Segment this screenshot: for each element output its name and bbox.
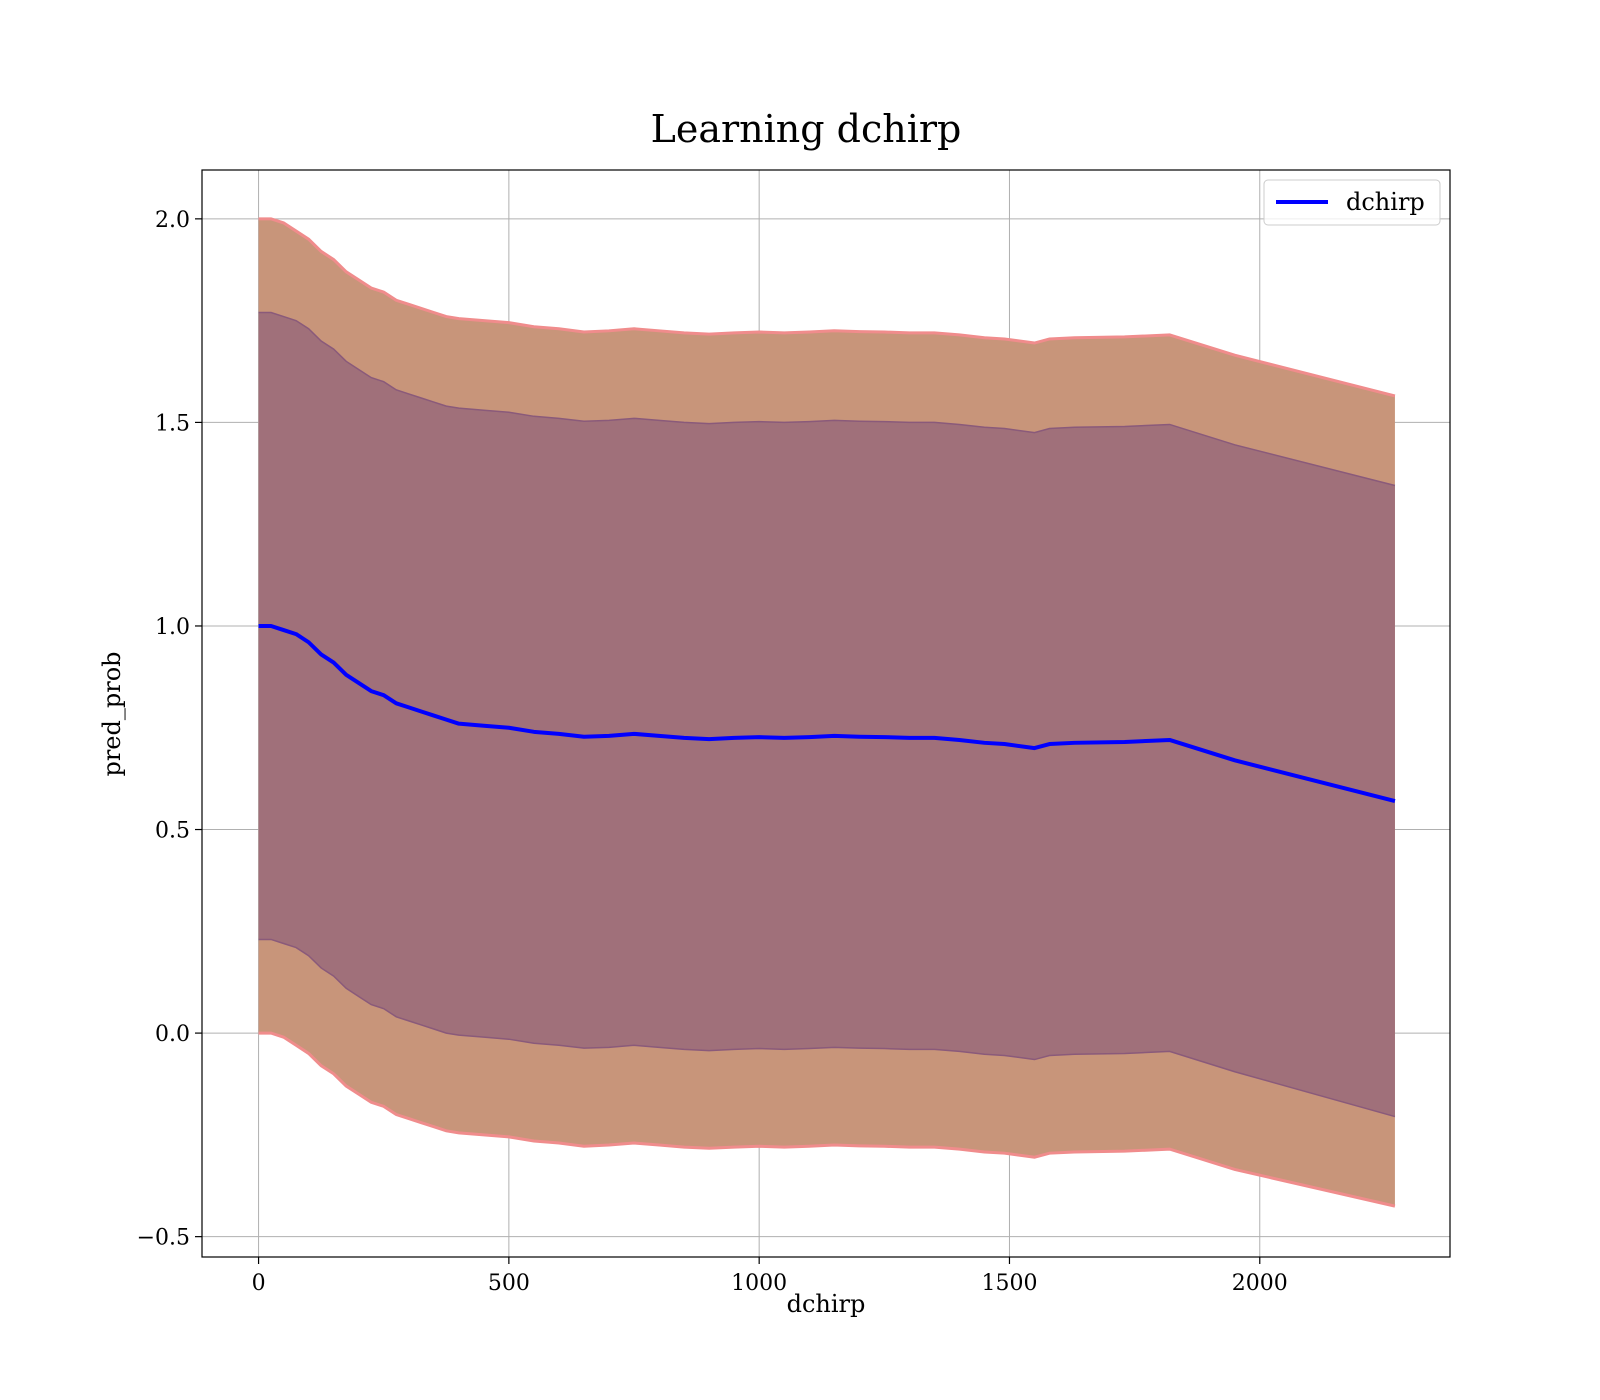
y-tick-label: 1.5 xyxy=(155,411,190,436)
inner-band-lower-edge xyxy=(258,938,1396,1118)
inner-band-upper-edge xyxy=(258,311,1396,487)
y-tick-label: 0.0 xyxy=(155,1022,190,1047)
confidence-bands xyxy=(258,217,1396,1208)
x-axis-ticks: 0 500 1000 1500 2000 xyxy=(252,1257,1288,1296)
y-tick-label: 0.5 xyxy=(155,819,190,844)
inner-band xyxy=(258,312,1395,1117)
x-tick-label: 2000 xyxy=(1232,1271,1288,1296)
y-tick-label: 2.0 xyxy=(155,208,190,233)
outer-band-lower-edge xyxy=(258,1031,1396,1208)
y-axis-ticks: −0.5 0.0 0.5 1.0 1.5 2.0 xyxy=(137,208,202,1251)
outer-band-upper-edge xyxy=(258,217,1396,398)
y-tick-label: −0.5 xyxy=(137,1226,190,1251)
legend-label-dchirp: dchirp xyxy=(1346,188,1425,216)
series-line-dchirp xyxy=(258,623,1396,803)
legend: dchirp xyxy=(1263,179,1441,226)
x-tick-label: 1000 xyxy=(731,1271,787,1296)
plot-frame xyxy=(201,169,1451,1258)
x-tick-label: 1500 xyxy=(981,1271,1037,1296)
x-tick-label: 500 xyxy=(488,1271,530,1296)
chart-title: Learning dchirp xyxy=(651,107,962,151)
x-axis-label: dchirp xyxy=(787,1290,866,1318)
x-tick-label: 0 xyxy=(252,1271,266,1296)
y-tick-label: 1.0 xyxy=(155,615,190,640)
series-lines xyxy=(258,623,1396,803)
y-axis-label: pred_prob xyxy=(98,651,126,776)
legend-box xyxy=(1263,179,1441,226)
